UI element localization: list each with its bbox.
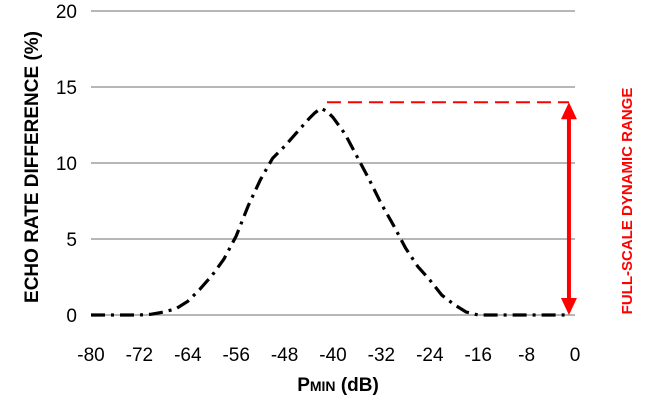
y-tick-label: 5 bbox=[66, 230, 77, 251]
annotation-group bbox=[326, 101, 577, 315]
x-tick-label: -48 bbox=[271, 345, 298, 366]
x-tick-label: -32 bbox=[368, 345, 395, 366]
y-tick-label: 20 bbox=[56, 2, 77, 23]
y-axis-ticks: 0 5 10 15 20 bbox=[56, 2, 77, 327]
y-tick-label: 0 bbox=[66, 306, 77, 327]
x-tick-label: 0 bbox=[570, 345, 581, 366]
x-tick-label: -24 bbox=[416, 345, 444, 366]
y-axis-title: ECHO RATE DIFFERENCE (%) bbox=[22, 31, 43, 303]
x-tick-label: -16 bbox=[464, 345, 491, 366]
range-annotation-label: FULL-SCALE DYNAMIC RANGE bbox=[619, 88, 636, 315]
y-tick-label: 10 bbox=[56, 154, 77, 175]
x-tick-label: -56 bbox=[222, 345, 249, 366]
series-group bbox=[91, 106, 569, 317]
range-arrow-head-top bbox=[560, 102, 577, 120]
x-tick-label: -64 bbox=[174, 345, 202, 366]
x-tick-label: -80 bbox=[77, 345, 104, 366]
x-tick-label: -72 bbox=[126, 345, 153, 366]
range-arrow-head-bottom bbox=[560, 298, 577, 315]
x-axis-title-unit: (dB) bbox=[336, 375, 379, 396]
x-axis-title-main: P bbox=[297, 375, 310, 396]
y-tick-label: 15 bbox=[56, 78, 77, 99]
series-line-0 bbox=[91, 106, 569, 317]
x-axis-title: PMIN (dB) bbox=[297, 375, 379, 396]
grid-lines bbox=[91, 10, 575, 316]
x-axis-ticks: -80 -72 -64 -56 -48 -40 -32 -24 -16 -8 0 bbox=[77, 345, 580, 366]
x-axis-title-subscript: MIN bbox=[310, 378, 336, 394]
x-tick-label: -8 bbox=[518, 345, 535, 366]
x-tick-label: -40 bbox=[319, 345, 346, 366]
